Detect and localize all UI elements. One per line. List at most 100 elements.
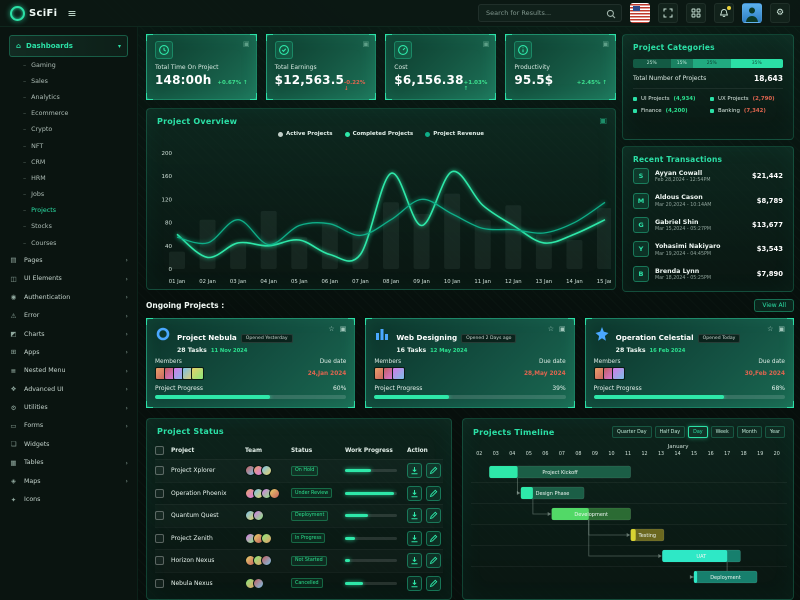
sidebar-item-jobs[interactable]: – Jobs — [9, 187, 128, 203]
card-grid-icon[interactable]: ▣ — [602, 40, 609, 48]
download-button[interactable] — [407, 553, 422, 569]
download-icon — [411, 512, 418, 520]
sidebar-item-maps[interactable]: ◈ Maps › — [9, 472, 128, 490]
download-button[interactable] — [407, 463, 422, 479]
edit-button[interactable] — [426, 553, 441, 569]
ongoing-projects-row: Project Nebula Opened Yesterday 28 Tasks 11… — [146, 318, 794, 408]
legend-item-completed-projects[interactable]: Completed Projects — [344, 131, 413, 137]
card-grid-icon[interactable]: ▣ — [778, 325, 785, 333]
edit-button[interactable] — [426, 508, 441, 524]
timeline-view-quarter-day[interactable]: Quarter Day — [612, 426, 652, 438]
sidebar-item-analytics[interactable]: – Analytics — [9, 89, 128, 105]
transaction-row[interactable]: G Gabriel Shin Mar 15,2024 - 05:27PM $13,67… — [633, 213, 783, 237]
download-button[interactable] — [407, 575, 422, 591]
sidebar-item-utilities[interactable]: ⚙ Utilities › — [9, 398, 128, 416]
sidebar-item-nft[interactable]: – NFT — [9, 138, 128, 154]
edit-button[interactable] — [426, 485, 441, 501]
star-icon[interactable]: ☆ — [767, 325, 774, 333]
view-all-button[interactable]: View All — [754, 299, 794, 312]
row-checkbox[interactable] — [155, 578, 164, 588]
sidebar-item-pages[interactable]: ▤ Pages › — [9, 251, 128, 269]
row-checkbox[interactable] — [155, 466, 164, 476]
timeline-view-year[interactable]: Year — [764, 426, 785, 438]
transaction-row[interactable]: M Aldous Cason Mar 20,2024 - 10:14AM $8,789 — [633, 188, 783, 212]
card-grid-icon[interactable]: ▣ — [362, 40, 370, 48]
sidebar-item-advanced-ui[interactable]: ❖ Advanced UI › — [9, 380, 128, 398]
timeline-view-month[interactable]: Month — [736, 426, 762, 438]
card-grid-icon[interactable]: ▣ — [559, 325, 566, 333]
notifications-bell-icon[interactable] — [714, 3, 734, 23]
timeline-view-half-day[interactable]: Half Day — [654, 426, 686, 438]
user-avatar[interactable] — [742, 3, 762, 23]
sidebar-item-hrm[interactable]: – HRM — [9, 170, 128, 186]
sidebar-item-label: Gaming — [31, 61, 56, 69]
sidebar-item-nested-menu[interactable]: ≣ Nested Menu › — [9, 362, 128, 380]
sidebar-item-ui-elements[interactable]: ◫ UI Elements › — [9, 270, 128, 288]
gantt-task-project-kickoff[interactable]: Project Kickoff — [489, 465, 631, 479]
category-value: (7,342) — [743, 108, 766, 114]
edit-button[interactable] — [426, 463, 441, 479]
building-logo — [374, 326, 390, 342]
sidebar-item-sales[interactable]: – Sales — [9, 73, 128, 89]
sidebar-section-dashboards[interactable]: ⌂ Dashboards ▾ — [9, 35, 128, 57]
download-button[interactable] — [407, 508, 422, 524]
row-checkbox[interactable] — [155, 511, 164, 521]
card-grid-icon[interactable]: ▣ — [243, 40, 250, 48]
search-icon[interactable] — [606, 4, 616, 23]
sidebar-item-tables[interactable]: ▦ Tables › — [9, 454, 128, 472]
team-avatar — [269, 487, 280, 499]
hamburger-menu-icon[interactable]: ≡ — [67, 6, 77, 20]
panel-corner — [146, 93, 153, 100]
legend-item-project-revenue[interactable]: Project Revenue — [425, 131, 484, 137]
row-checkbox[interactable] — [155, 488, 164, 498]
row-checkbox[interactable] — [155, 533, 164, 543]
sidebar-item-crypto[interactable]: – Crypto — [9, 122, 128, 138]
star-icon[interactable]: ☆ — [328, 325, 335, 333]
sidebar-item-label: Pages — [24, 256, 43, 264]
table-row: Project Zenith In Progress — [155, 526, 443, 550]
sidebar-item-crm[interactable]: – CRM — [9, 154, 128, 170]
sidebar-item-authentication[interactable]: ◉ Authentication › — [9, 288, 128, 306]
star-icon[interactable]: ☆ — [547, 325, 555, 333]
timeline-view-week[interactable]: Week — [710, 426, 734, 438]
transaction-row[interactable]: S Ayyan Cowall Feb 28,2024 - 12:54PM $21,44… — [633, 164, 783, 188]
sidebar-item-error[interactable]: ⚠ Error › — [9, 306, 128, 324]
transactions-title: Recent Transactions — [633, 155, 723, 164]
apps-grid-icon[interactable] — [686, 3, 706, 23]
row-checkbox[interactable] — [155, 556, 164, 566]
sidebar-item-forms[interactable]: ▭ Forms › — [9, 417, 128, 435]
sidebar-item-projects[interactable]: – Projects — [9, 203, 128, 219]
edit-button[interactable] — [426, 575, 441, 591]
card-grid-icon[interactable]: ▣ — [339, 325, 347, 333]
search-input[interactable] — [484, 8, 602, 18]
settings-gear-icon[interactable]: ⚙ — [770, 3, 790, 23]
select-all-checkbox[interactable] — [155, 446, 164, 455]
sidebar-item-gaming[interactable]: – Gaming — [9, 57, 128, 73]
sidebar-item-widgets[interactable]: ❏ Widgets — [9, 435, 128, 453]
transaction-row[interactable]: B Brenda Lynn Mar 18,2024 - 05:25PM $7,890 — [633, 262, 783, 286]
sidebar-item-label: Ecommerce — [31, 110, 69, 118]
gantt-task-deployment[interactable]: Deployment — [693, 570, 758, 584]
gantt-task-design-phase[interactable]: Design Phase — [520, 486, 585, 500]
sidebar-item-charts[interactable]: ◩ Charts › — [9, 325, 128, 343]
sidebar-item-ecommerce[interactable]: – Ecommerce — [9, 106, 128, 122]
gantt-task-uat[interactable]: UAT — [662, 549, 741, 563]
sidebar-item-stocks[interactable]: – Stocks — [9, 219, 128, 235]
logo[interactable]: SciFi — [10, 5, 57, 21]
download-button[interactable] — [407, 485, 422, 501]
download-button[interactable] — [407, 530, 422, 546]
legend-item-active-projects[interactable]: Active Projects — [278, 131, 333, 137]
sidebar-item-apps[interactable]: ⊞ Apps › — [9, 343, 128, 361]
sidebar-item-courses[interactable]: – Courses — [9, 235, 128, 251]
gantt-task-testing[interactable]: Testing — [630, 528, 665, 542]
sidebar-item-label: Analytics — [31, 93, 60, 101]
transaction-row[interactable]: Y Yohasimi Nakiyaro Mar 19,2024 - 04:45PM $… — [633, 237, 783, 261]
fullscreen-icon[interactable] — [658, 3, 678, 23]
card-grid-icon[interactable]: ▣ — [482, 40, 490, 48]
language-flag-icon[interactable] — [630, 3, 650, 23]
sidebar-item-icons[interactable]: ✦ Icons — [9, 490, 128, 508]
gantt-task-development[interactable]: Development — [551, 507, 631, 521]
panel-options-icon[interactable]: ▣ — [599, 116, 607, 125]
edit-button[interactable] — [426, 530, 441, 546]
timeline-view-day[interactable]: Day — [688, 426, 708, 438]
